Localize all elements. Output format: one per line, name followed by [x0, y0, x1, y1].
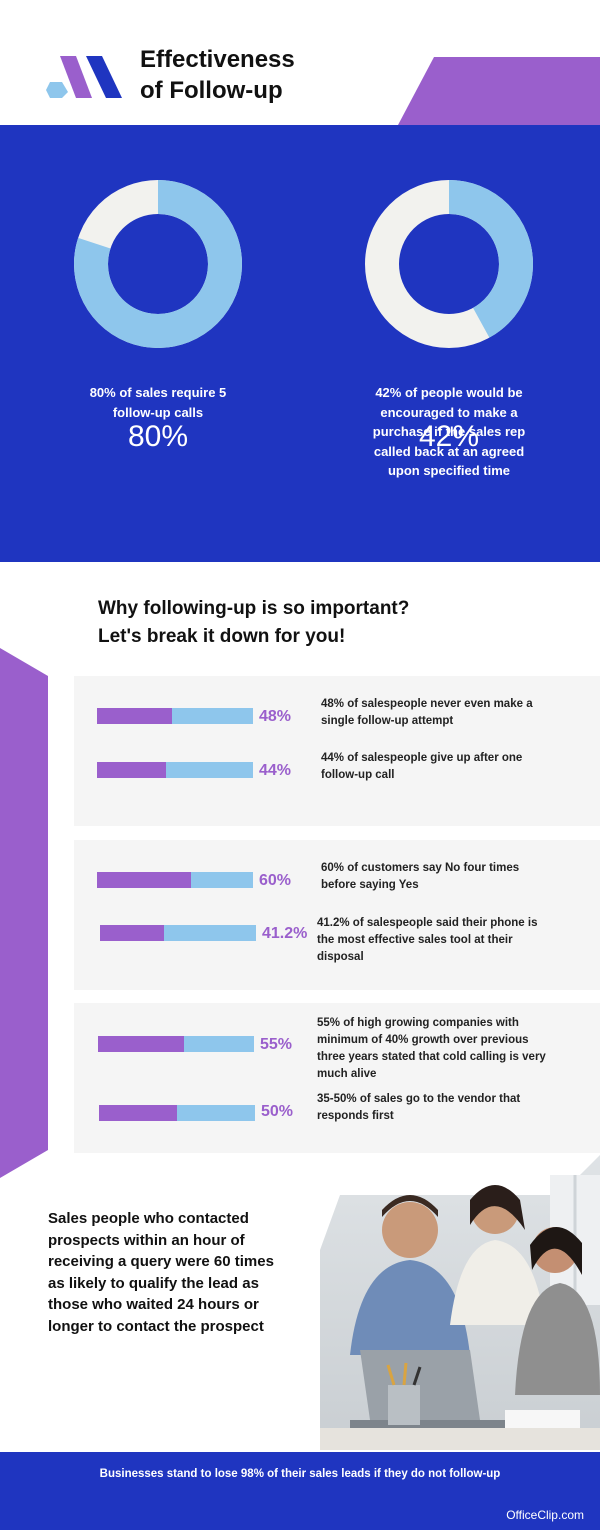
stat-percent: 48% [259, 708, 292, 725]
progress-fill [97, 708, 172, 724]
title-line-2: of Follow-up [140, 77, 283, 104]
brand-link[interactable]: OfficeClip.com [506, 1508, 584, 1522]
section-title-line-1: Why following-up is so important? [98, 598, 410, 619]
stat-description: 60% of customers say No four times befor… [321, 862, 520, 891]
donut-arc [74, 180, 242, 348]
side-decoration [0, 648, 48, 1178]
stat-percent: 60% [259, 872, 292, 889]
progress-bar [98, 1036, 254, 1052]
corner-decoration [398, 57, 600, 125]
logo-icon [46, 56, 122, 98]
stat-description: 35-50% of sales go to the vendor that re… [317, 1093, 521, 1122]
progress-bar [97, 872, 253, 888]
progress-fill [99, 1105, 177, 1121]
team-photo [320, 1155, 600, 1450]
progress-bar [100, 925, 256, 941]
donut-percent: 80% [127, 420, 189, 453]
footer: Businesses stand to lose 98% of their sa… [0, 1452, 600, 1530]
progress-bar [97, 762, 253, 778]
page-title: Effectiveness of Follow-up [140, 44, 295, 106]
stat-percent: 50% [261, 1103, 294, 1120]
progress-fill [100, 925, 165, 941]
stat-description: 55% of high growing companies with minim… [317, 1017, 546, 1080]
donut-chart-2: 42% [365, 180, 533, 453]
donut-caption-1: 80% of sales require 5 follow-up calls [89, 385, 227, 420]
stat-panel-3: 55% 55% of high growing companies with m… [74, 1003, 600, 1153]
stat-percent: 41.2% [262, 925, 308, 942]
stats-section: 80% 80% of sales require 5 follow-up cal… [0, 125, 600, 562]
donut-arc [365, 180, 533, 348]
progress-fill [97, 762, 166, 778]
stat-percent: 44% [259, 762, 292, 779]
progress-bar [97, 708, 253, 724]
header: Effectiveness of Follow-up [0, 0, 600, 125]
title-line-1: Effectiveness [140, 46, 295, 73]
stat-description: 48% of salespeople never even make a sin… [321, 698, 533, 727]
footer-message: Businesses stand to lose 98% of their sa… [99, 1468, 501, 1480]
progress-bar [99, 1105, 255, 1121]
stat-panel-1: 48% 48% of salespeople never even make a… [74, 676, 600, 826]
donut-percent: 42% [418, 420, 480, 453]
stat-percent: 55% [260, 1036, 293, 1053]
section-title-line-2: Let's break it down for you! [98, 626, 346, 647]
bottom-callout: Sales people who contacted prospects wit… [48, 1210, 274, 1335]
stat-description: 41.2% of salespeople said their phone is… [317, 917, 538, 963]
donut-caption-2: 42% of people would be encouraged to mak… [372, 385, 526, 478]
stat-description: 44% of salespeople give up after one fol… [321, 752, 523, 781]
progress-fill [98, 1036, 184, 1052]
stat-panel-2: 60% 60% of customers say No four times b… [74, 840, 600, 990]
section-title: Why following-up is so important? Let's … [98, 595, 409, 651]
progress-fill [97, 872, 191, 888]
donut-chart-1: 80% [74, 180, 242, 453]
